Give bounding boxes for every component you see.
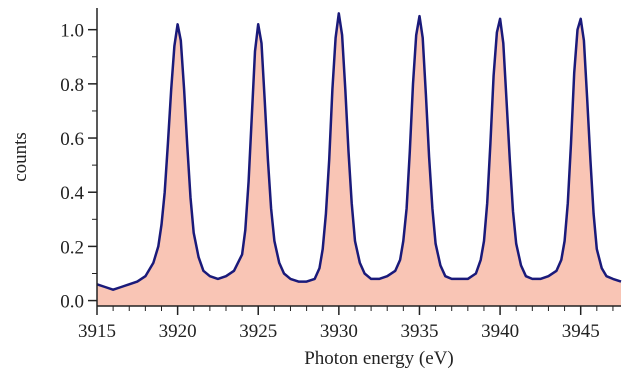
y-axis-label: counts bbox=[10, 132, 31, 182]
counts-series-line bbox=[96, 12, 622, 291]
axes bbox=[96, 8, 621, 307]
y-axis-ticks: 0.0 0.2 0.4 0.6 0.8 1.0 bbox=[60, 21, 97, 313]
y-tick-label: 0.6 bbox=[60, 129, 84, 150]
x-axis-label: Photon energy (eV) bbox=[304, 348, 454, 369]
x-tick-label: 3915 bbox=[78, 321, 116, 342]
y-tick-label: 0.2 bbox=[60, 237, 84, 258]
x-tick-label: 3935 bbox=[400, 321, 438, 342]
plot-area bbox=[96, 12, 622, 307]
x-tick-label: 3945 bbox=[562, 321, 600, 342]
x-tick-label: 3930 bbox=[320, 321, 358, 342]
x-axis-ticks: 3915 3920 3925 3930 3935 3940 3945 bbox=[78, 306, 614, 342]
y-tick-label: 1.0 bbox=[60, 21, 84, 42]
counts-area-fill bbox=[97, 13, 621, 307]
y-tick-label: 0.4 bbox=[60, 183, 84, 204]
x-tick-label: 3940 bbox=[481, 321, 519, 342]
x-tick-label: 3925 bbox=[239, 321, 277, 342]
y-tick-label: 0.0 bbox=[60, 292, 84, 313]
y-tick-label: 0.8 bbox=[60, 75, 84, 96]
x-tick-label: 3920 bbox=[159, 321, 197, 342]
